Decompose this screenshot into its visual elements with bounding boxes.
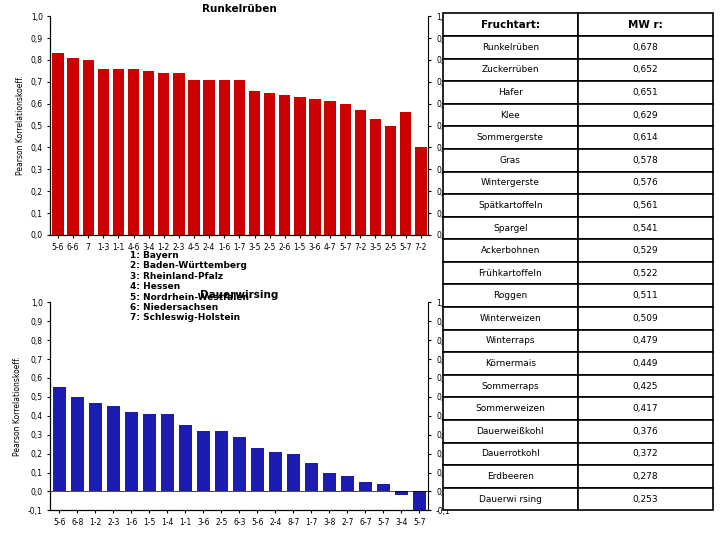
Bar bbox=[161, 414, 174, 491]
Bar bbox=[107, 406, 120, 491]
Bar bbox=[98, 69, 109, 235]
Bar bbox=[287, 454, 300, 491]
Bar bbox=[53, 53, 63, 235]
Bar bbox=[323, 472, 336, 491]
Bar bbox=[400, 112, 411, 235]
Bar bbox=[395, 491, 408, 495]
Bar bbox=[355, 110, 366, 235]
Bar bbox=[125, 412, 138, 491]
Bar bbox=[143, 414, 156, 491]
Bar bbox=[249, 91, 260, 235]
Bar bbox=[341, 476, 354, 491]
Bar bbox=[264, 93, 275, 235]
Bar bbox=[251, 448, 264, 491]
Bar bbox=[68, 58, 78, 235]
Bar bbox=[204, 79, 215, 235]
Title: Dauerwirsing: Dauerwirsing bbox=[200, 290, 279, 300]
Y-axis label: Pearson Korrelationskoeff.: Pearson Korrelationskoeff. bbox=[16, 76, 25, 176]
Bar bbox=[158, 73, 169, 235]
Bar bbox=[377, 484, 390, 491]
Bar bbox=[197, 431, 210, 491]
Bar bbox=[128, 69, 139, 235]
Bar bbox=[143, 71, 154, 235]
Bar bbox=[71, 397, 84, 491]
Bar bbox=[174, 73, 184, 235]
Bar bbox=[234, 79, 245, 235]
Bar bbox=[215, 431, 228, 491]
Bar bbox=[179, 426, 192, 491]
Bar bbox=[219, 79, 230, 235]
Bar bbox=[83, 60, 94, 235]
Bar bbox=[385, 126, 396, 235]
Bar bbox=[413, 491, 426, 514]
Bar bbox=[359, 482, 372, 491]
Bar bbox=[113, 69, 124, 235]
Text: 1: Bayern
2: Baden-Württemberg
3: Rheinland-Pfalz
4: Hessen
5: Nordrhein-Westfal: 1: Bayern 2: Baden-Württemberg 3: Rheinl… bbox=[130, 251, 248, 322]
Bar bbox=[325, 102, 336, 235]
Bar bbox=[305, 463, 318, 491]
Bar bbox=[415, 147, 426, 235]
Bar bbox=[340, 104, 351, 235]
Bar bbox=[269, 451, 282, 491]
Bar bbox=[294, 97, 305, 235]
Bar bbox=[53, 388, 66, 491]
Bar bbox=[370, 119, 381, 235]
Bar bbox=[310, 99, 320, 235]
Y-axis label: Pearson Korrelationskoeff.: Pearson Korrelationskoeff. bbox=[14, 356, 22, 456]
Bar bbox=[233, 436, 246, 491]
Bar bbox=[189, 79, 199, 235]
Title: Runkelrüben: Runkelrüben bbox=[202, 4, 276, 14]
Bar bbox=[279, 95, 290, 235]
Bar bbox=[89, 403, 102, 491]
